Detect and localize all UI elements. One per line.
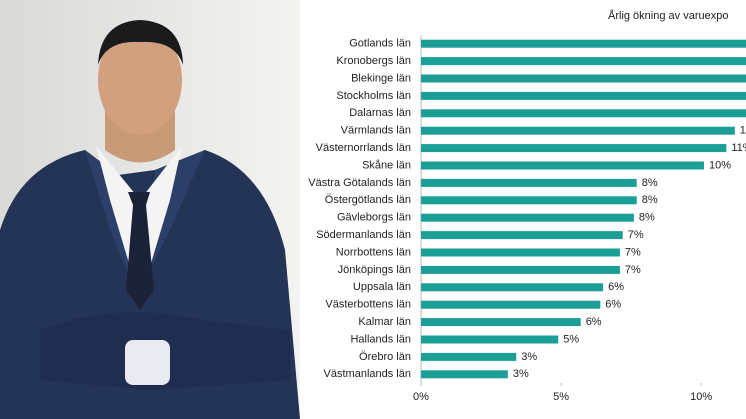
x-tick-label: 5% bbox=[553, 391, 569, 403]
bar bbox=[421, 213, 634, 222]
bar bbox=[421, 231, 623, 240]
y-tick-label: Gotlands län bbox=[349, 38, 411, 50]
bar bbox=[421, 161, 704, 170]
value-label: 11% bbox=[740, 125, 746, 137]
x-tick-label: 10% bbox=[690, 391, 712, 403]
bar bbox=[421, 265, 620, 274]
y-tick-label: Västerbottens län bbox=[325, 299, 411, 311]
bar bbox=[421, 57, 746, 66]
y-tick-label: Örebro län bbox=[359, 351, 411, 363]
bar bbox=[421, 248, 620, 257]
y-tick-label: Kronobergs län bbox=[336, 55, 411, 67]
y-tick-label: Skåne län bbox=[362, 159, 411, 171]
value-label: 5% bbox=[563, 333, 579, 345]
y-tick-label: Västra Götalands län bbox=[308, 177, 411, 189]
bar bbox=[421, 196, 637, 205]
bar bbox=[421, 283, 604, 292]
y-tick-label: Blekinge län bbox=[351, 72, 411, 84]
y-tick-label: Södermanlands län bbox=[316, 229, 411, 241]
value-label: 8% bbox=[639, 212, 655, 224]
x-tick-label: 0% bbox=[413, 391, 429, 403]
y-tick-label: Uppsala län bbox=[353, 281, 411, 293]
value-label: 3% bbox=[521, 351, 537, 363]
y-tick-label: Västmanlands län bbox=[324, 368, 411, 380]
bar bbox=[421, 74, 746, 83]
bar bbox=[421, 39, 746, 48]
chart: Årlig ökning av varuexpo 0% 5% 10% Gotlands… bbox=[308, 9, 746, 403]
value-label: 10% bbox=[709, 159, 731, 171]
value-label: 6% bbox=[605, 299, 621, 311]
value-label: 11% bbox=[731, 142, 746, 154]
value-label: 7% bbox=[625, 246, 641, 258]
value-label: 7% bbox=[625, 264, 641, 276]
y-tick-label: Gävleborgs län bbox=[337, 212, 411, 224]
chart-title: Årlig ökning av varuexpo bbox=[608, 9, 728, 22]
y-tick-label: Västernorrlands län bbox=[316, 142, 411, 154]
bar bbox=[421, 335, 559, 344]
y-tick-label: Värmlands län bbox=[341, 125, 411, 137]
bar bbox=[421, 318, 581, 327]
bar bbox=[421, 144, 727, 153]
bar bbox=[421, 370, 508, 379]
bar bbox=[421, 300, 601, 309]
y-tick-label: Hallands län bbox=[350, 333, 411, 345]
bar bbox=[421, 178, 637, 187]
value-label: 3% bbox=[513, 368, 529, 380]
y-tick-label: Östergötlands län bbox=[325, 194, 411, 206]
bar bbox=[421, 109, 746, 118]
bar bbox=[421, 352, 517, 361]
value-label: 6% bbox=[608, 281, 624, 293]
y-tick-label: Norrbottens län bbox=[336, 246, 411, 258]
portrait-photo bbox=[0, 0, 300, 419]
value-label: 8% bbox=[642, 177, 658, 189]
bar bbox=[421, 91, 746, 100]
y-tick-label: Kalmar län bbox=[358, 316, 411, 328]
value-label: 7% bbox=[628, 229, 644, 241]
y-tick-label: Stockholms län bbox=[336, 90, 411, 102]
value-label: 6% bbox=[586, 316, 602, 328]
value-label: 8% bbox=[642, 194, 658, 206]
y-tick-label: Jönköpings län bbox=[338, 264, 411, 276]
y-tick-label: Dalarnas län bbox=[349, 107, 411, 119]
bar bbox=[421, 126, 735, 135]
